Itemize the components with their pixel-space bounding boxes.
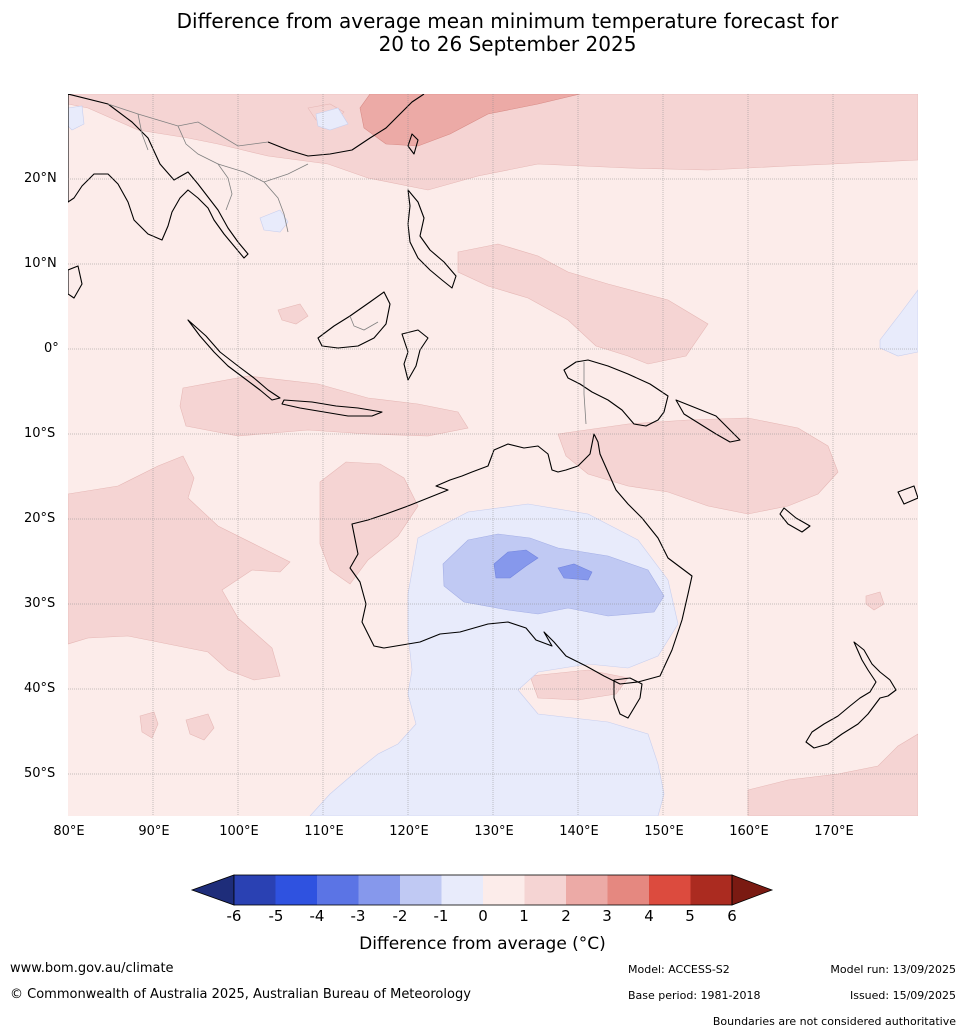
- solomon-islands-coastline: [675, 399, 741, 443]
- lon-label-90e: 90°E: [138, 824, 170, 839]
- website-link[interactable]: www.bom.gov.au/climate: [10, 961, 174, 976]
- lat-label-10s: 10°S: [24, 426, 56, 441]
- new-zealand-coastline: [805, 641, 897, 749]
- indochina-coastline: [68, 94, 249, 259]
- lon-label-130e: 130°E: [474, 824, 514, 839]
- colorbar-cell: [234, 875, 276, 905]
- new-caledonia-coastline: [779, 507, 811, 533]
- coastlines: [68, 94, 918, 749]
- sulawesi-coastline: [401, 329, 429, 381]
- graticule: [68, 94, 918, 816]
- colorbar-frame: [233, 874, 733, 906]
- lat-label-40s: 40°S: [24, 681, 56, 696]
- lat-label-30s: 30°S: [24, 596, 56, 611]
- title-line-1: Difference from average mean minimum tem…: [176, 9, 839, 33]
- lat-label-10n: 10°N: [24, 256, 57, 271]
- tasmania-coastline: [613, 677, 643, 719]
- colorbar-tick: -2: [392, 907, 408, 925]
- philippines-coastline: [407, 189, 457, 289]
- country-borders: [107, 103, 587, 425]
- colorbar-cells: [190, 874, 774, 906]
- new-guinea-coastline: [563, 359, 669, 427]
- sumatra-coastline: [187, 319, 281, 401]
- fiji-coastline: [897, 485, 918, 505]
- java-coastline: [281, 399, 383, 417]
- lat-label-20s: 20°S: [24, 511, 56, 526]
- taiwan-coastline: [407, 133, 419, 155]
- colorbar-tick: -3: [350, 907, 366, 925]
- lon-label-170e: 170°E: [814, 824, 854, 839]
- lon-label-140e: 140°E: [559, 824, 599, 839]
- colorbar-cell: [524, 875, 566, 905]
- title-line-2: 20 to 26 September 2025: [378, 32, 637, 56]
- forecast-map: [68, 94, 918, 816]
- colorbar-cell: [483, 875, 525, 905]
- colorbar-cell: [275, 875, 317, 905]
- colorbar-tick: 1: [519, 907, 529, 925]
- colorbar-tick: 3: [602, 907, 612, 925]
- colorbar: [190, 874, 774, 906]
- colorbar-tick: 5: [685, 907, 695, 925]
- lon-label-80e: 80°E: [53, 824, 85, 839]
- colorbar-cell: [400, 875, 442, 905]
- lat-label-50s: 50°S: [24, 766, 56, 781]
- copyright-text: © Commonwealth of Australia 2025, Austra…: [10, 987, 471, 1002]
- base-period-text: Base period: 1981-2018: [628, 989, 761, 1002]
- colorbar-tick: -1: [433, 907, 449, 925]
- colorbar-cell: [358, 875, 400, 905]
- issued-text: Issued: 15/09/2025: [849, 989, 956, 1002]
- colorbar-cell: [690, 875, 732, 905]
- anomaly-2-3-regions: [359, 94, 581, 147]
- sri-lanka-coastline: [68, 265, 83, 299]
- lon-label-100e: 100°E: [219, 824, 259, 839]
- lat-label-20n: 20°N: [24, 171, 57, 186]
- colorbar-tick: 4: [644, 907, 654, 925]
- lon-label-150e: 150°E: [644, 824, 684, 839]
- colorbar-tick: -4: [309, 907, 325, 925]
- borneo-coastline: [317, 291, 391, 349]
- colorbar-cell: [607, 875, 649, 905]
- model-text: Model: ACCESS-S2: [628, 963, 730, 976]
- lon-label-110e: 110°E: [304, 824, 344, 839]
- lon-label-160e: 160°E: [729, 824, 769, 839]
- lon-label-120e: 120°E: [389, 824, 429, 839]
- colorbar-cell: [566, 875, 608, 905]
- colorbar-tick: -6: [226, 907, 242, 925]
- colorbar-tick: 0: [478, 907, 488, 925]
- colorbar-cell: [649, 875, 691, 905]
- colorbar-tick: 6: [727, 907, 737, 925]
- china-coastline: [267, 94, 425, 157]
- colorbar-cell: [317, 875, 359, 905]
- lat-label-0: 0°: [44, 341, 59, 356]
- disclaimer-text: Boundaries are not considered authoritat…: [712, 1015, 956, 1028]
- colorbar-extend-low: [190, 874, 235, 906]
- anomaly-neg2-neg1-region: [442, 533, 665, 617]
- anomaly-neg3-neg2-regions: [493, 549, 593, 581]
- colorbar-cell: [441, 875, 483, 905]
- colorbar-tick: 2: [561, 907, 571, 925]
- australia-coastline: [349, 433, 693, 685]
- colorbar-label: Difference from average (°C): [359, 934, 606, 954]
- chart-title: Difference from average mean minimum tem…: [0, 10, 965, 56]
- colorbar-tick: -5: [268, 907, 284, 925]
- model-run-text: Model run: 13/09/2025: [830, 963, 956, 976]
- colorbar-extend-high: [731, 874, 774, 906]
